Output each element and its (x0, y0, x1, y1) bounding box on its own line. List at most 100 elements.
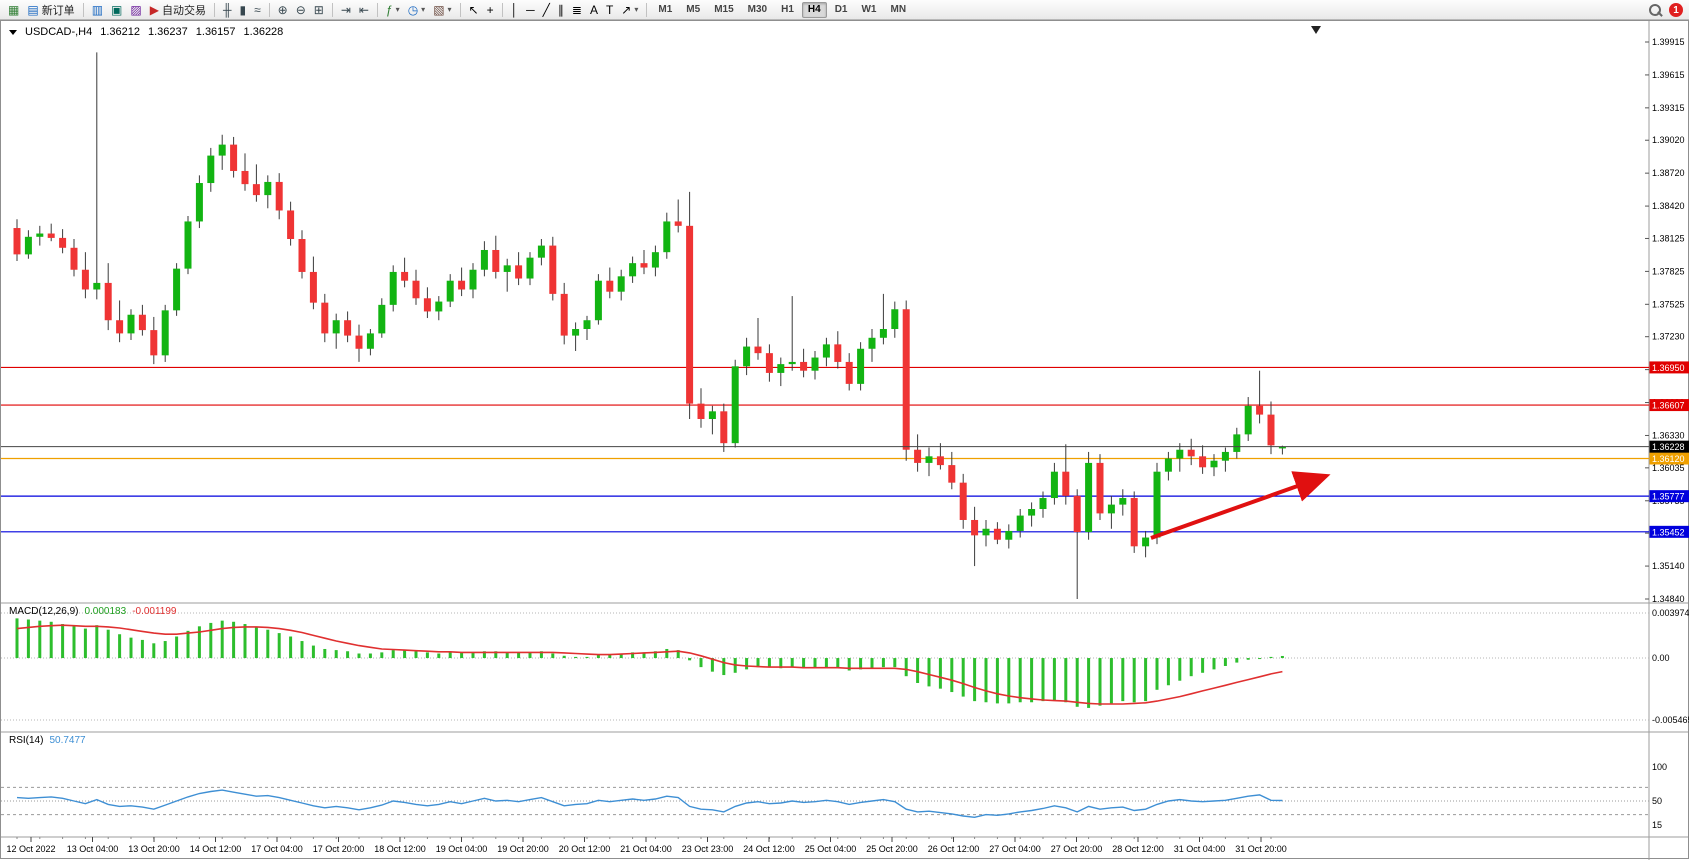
vertical-line-icon[interactable]: │ (507, 1, 523, 19)
auto-trading-button[interactable]: ▶自动交易 (146, 1, 210, 19)
new-order-button-label: 新订单 (42, 2, 75, 18)
price-axis[interactable]: 1.399151.396151.393151.390201.387201.384… (1645, 37, 1685, 604)
one-click-trading-toggle[interactable] (9, 30, 17, 35)
svg-text:21 Oct 04:00: 21 Oct 04:00 (620, 844, 672, 854)
svg-text:23 Oct 23:00: 23 Oct 23:00 (682, 844, 734, 854)
svg-text:1.35452: 1.35452 (1652, 527, 1685, 537)
svg-text:19 Oct 04:00: 19 Oct 04:00 (436, 844, 488, 854)
svg-text:25 Oct 20:00: 25 Oct 20:00 (866, 844, 918, 854)
market-watch-icon[interactable]: ▥ (88, 1, 107, 19)
auto-trading-button-label: 自动交易 (162, 2, 206, 18)
macd-name: MACD(12,26,9) (9, 606, 78, 617)
svg-text:14 Oct 12:00: 14 Oct 12:00 (190, 844, 242, 854)
periods-dropdown-caret: ▾ (421, 5, 425, 14)
trendline-icon[interactable]: ╱ (539, 1, 554, 19)
candlestick-chart-type-icon[interactable]: ▮ (235, 1, 250, 19)
zoom-in-icon: ⊕ (278, 4, 288, 16)
bar-chart-type-icon: ╫ (223, 4, 232, 16)
zoom-in-icon[interactable]: ⊕ (274, 1, 292, 19)
search-icon[interactable] (1648, 3, 1662, 17)
equidistant-channel-icon[interactable]: ∥ (554, 1, 568, 19)
new-order-icon: ▤ (27, 4, 38, 16)
horizontal-line-icon[interactable]: ─ (522, 1, 539, 19)
trend-arrow[interactable] (1151, 477, 1323, 538)
price-axis-boxes: 1.369501.366071.361201.357771.354521.362… (1650, 361, 1689, 537)
crosshair-icon[interactable]: + (483, 1, 498, 19)
svg-text:50: 50 (1652, 796, 1662, 806)
ohlc-high: 1.36237 (148, 26, 188, 38)
toolbar-separator (646, 3, 647, 17)
svg-text:17 Oct 04:00: 17 Oct 04:00 (251, 844, 303, 854)
indicators-dropdown[interactable]: ƒ▾ (382, 1, 404, 19)
rsi-title: RSI(14) 50.7477 (9, 735, 86, 746)
cursor-icon[interactable]: ↖ (465, 1, 483, 19)
svg-text:1.39915: 1.39915 (1652, 37, 1685, 47)
ohlc-open: 1.36212 (100, 26, 140, 38)
chart-shift-icon[interactable]: ⇤ (355, 1, 373, 19)
svg-text:1.35140: 1.35140 (1652, 561, 1685, 571)
auto-trading-icon: ▶ (150, 4, 159, 16)
timeframe-m1[interactable]: M1 (652, 2, 678, 18)
svg-text:20 Oct 12:00: 20 Oct 12:00 (559, 844, 611, 854)
cursor-icon: ↖ (469, 4, 479, 16)
svg-text:1.36607: 1.36607 (1652, 401, 1685, 411)
fibonacci-icon[interactable]: ≣ (568, 1, 586, 19)
templates-dropdown[interactable]: ▧▾ (429, 1, 455, 19)
timeframe-m30[interactable]: M30 (742, 2, 773, 18)
svg-text:27 Oct 04:00: 27 Oct 04:00 (989, 844, 1041, 854)
horizontal-line-objects[interactable] (1, 367, 1649, 531)
svg-text:1.34840: 1.34840 (1652, 594, 1685, 604)
horizontal-line-icon: ─ (526, 4, 535, 16)
fibonacci-icon: ≣ (572, 4, 582, 16)
svg-text:17 Oct 20:00: 17 Oct 20:00 (313, 844, 365, 854)
svg-text:13 Oct 04:00: 13 Oct 04:00 (67, 844, 119, 854)
symbol-period-label: USDCAD-,H4 (25, 26, 92, 38)
auto-scroll-icon: ⇥ (341, 4, 351, 16)
arrows-tool-icon[interactable]: ↗▾ (617, 1, 642, 19)
new-order-button[interactable]: ▤ 新订单 (23, 1, 78, 19)
svg-text:24 Oct 12:00: 24 Oct 12:00 (743, 844, 795, 854)
macd-signal-value: -0.001199 (132, 606, 176, 617)
label-icon[interactable]: T (602, 1, 617, 19)
timeframe-m15[interactable]: M15 (708, 2, 739, 18)
svg-text:19 Oct 20:00: 19 Oct 20:00 (497, 844, 549, 854)
indicators-icon: ƒ (386, 4, 393, 16)
timeframe-d1[interactable]: D1 (829, 2, 854, 18)
data-window-icon[interactable]: ▣ (107, 1, 126, 19)
line-chart-type-icon[interactable]: ≈ (250, 1, 265, 19)
timeframe-h1[interactable]: H1 (775, 2, 800, 18)
notification-badge[interactable]: 1 (1669, 3, 1683, 17)
periods-dropdown[interactable]: ◷▾ (404, 1, 430, 19)
timeframe-h4[interactable]: H4 (802, 2, 827, 18)
tile-windows-icon[interactable]: ⊞ (310, 1, 328, 19)
navigator-icon[interactable]: ▨ (126, 1, 145, 19)
timeframe-w1[interactable]: W1 (855, 2, 882, 18)
svg-text:1.36330: 1.36330 (1652, 430, 1685, 440)
svg-text:0.003974: 0.003974 (1652, 608, 1689, 618)
templates-icon: ▧ (433, 4, 444, 16)
text-icon[interactable]: A (586, 1, 602, 19)
chart-canvas[interactable]: 1.399151.396151.393151.390201.387201.384… (1, 21, 1689, 860)
svg-text:25 Oct 04:00: 25 Oct 04:00 (805, 844, 857, 854)
toolbar-separator (460, 3, 461, 17)
svg-text:1.35777: 1.35777 (1652, 492, 1685, 502)
crosshair-icon: + (487, 4, 494, 16)
zoom-out-icon[interactable]: ⊖ (292, 1, 310, 19)
toolbar-separator (502, 3, 503, 17)
timeframe-mn[interactable]: MN (884, 2, 912, 18)
bar-chart-type-icon[interactable]: ╫ (219, 1, 236, 19)
svg-text:1.36950: 1.36950 (1652, 363, 1685, 373)
chart-shift-marker[interactable] (1311, 26, 1321, 34)
tile-windows-icon: ⊞ (314, 4, 324, 16)
timeframe-m5[interactable]: M5 (680, 2, 706, 18)
auto-scroll-icon[interactable]: ⇥ (337, 1, 355, 19)
svg-text:1.36120: 1.36120 (1652, 454, 1685, 464)
new-chart-icon[interactable]: ▦ (4, 1, 23, 19)
svg-text:28 Oct 12:00: 28 Oct 12:00 (1112, 844, 1164, 854)
toolbar-right: 1 (1648, 3, 1683, 17)
